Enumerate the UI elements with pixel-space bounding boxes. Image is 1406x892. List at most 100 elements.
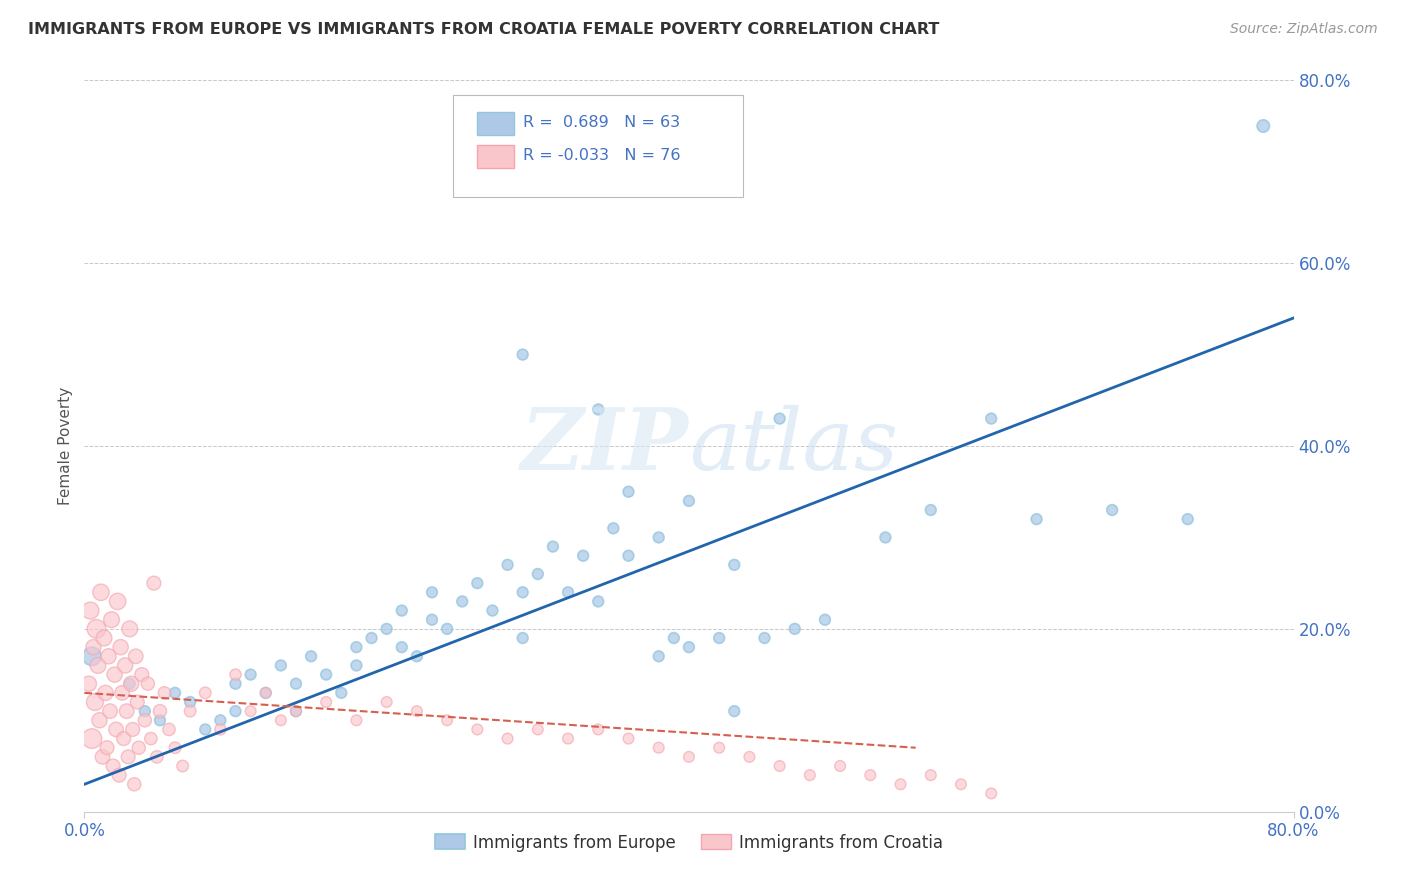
Point [114, 658, 136, 673]
Point [512, 585, 534, 599]
Point [436, 714, 458, 728]
Point [128, 740, 150, 755]
Point [131, 667, 153, 681]
Point [588, 723, 610, 737]
Point [920, 503, 942, 517]
Point [122, 777, 145, 791]
Point [98, 704, 121, 718]
Point [875, 530, 897, 544]
Point [1253, 119, 1275, 133]
Point [101, 759, 124, 773]
Point [209, 714, 232, 728]
Point [496, 731, 519, 746]
Point [830, 759, 852, 773]
Point [512, 347, 534, 362]
Point [125, 649, 148, 664]
Point [420, 613, 443, 627]
Point [270, 658, 292, 673]
Point [136, 676, 159, 690]
Point [330, 686, 353, 700]
Point [127, 695, 149, 709]
Point [769, 411, 792, 425]
Point [723, 558, 745, 572]
Point [121, 723, 143, 737]
Point [588, 594, 610, 608]
Point [153, 686, 176, 700]
Point [77, 676, 100, 690]
Bar [478, 112, 513, 136]
Point [588, 402, 610, 417]
Point [86, 622, 108, 636]
Point [149, 704, 172, 718]
Text: atlas: atlas [689, 405, 898, 487]
Point [375, 695, 398, 709]
Point [527, 723, 550, 737]
Point [146, 749, 169, 764]
Point [149, 714, 172, 728]
Point [134, 704, 156, 718]
Point [346, 640, 368, 655]
Point [617, 549, 640, 563]
Point [82, 640, 104, 655]
Point [87, 658, 110, 673]
Point [118, 676, 141, 690]
Point [97, 649, 120, 664]
Point [451, 594, 474, 608]
Point [80, 731, 103, 746]
Point [617, 731, 640, 746]
Point [678, 494, 700, 508]
Point [165, 740, 187, 755]
Point [678, 640, 700, 655]
Point [80, 649, 103, 664]
Point [285, 704, 308, 718]
Point [420, 585, 443, 599]
Point [94, 686, 117, 700]
Point [602, 521, 624, 535]
Point [814, 613, 837, 627]
Point [112, 731, 135, 746]
Point [557, 731, 579, 746]
Point [436, 622, 458, 636]
Point [496, 558, 519, 572]
Legend: Immigrants from Europe, Immigrants from Croatia: Immigrants from Europe, Immigrants from … [427, 827, 950, 858]
Point [79, 603, 101, 617]
Point [100, 613, 122, 627]
Point [239, 667, 262, 681]
Point [346, 714, 368, 728]
Point [950, 777, 973, 791]
Bar [478, 145, 513, 168]
Point [980, 411, 1002, 425]
Point [194, 723, 217, 737]
Point [391, 603, 413, 617]
Point [799, 768, 821, 782]
Point [648, 740, 671, 755]
Point [406, 649, 429, 664]
Point [254, 686, 277, 700]
Point [723, 704, 745, 718]
Point [709, 740, 731, 755]
Point [254, 686, 277, 700]
FancyBboxPatch shape [453, 95, 744, 197]
Point [375, 622, 398, 636]
Point [662, 631, 685, 645]
Point [617, 484, 640, 499]
Point [225, 704, 247, 718]
Point [360, 631, 382, 645]
Point [118, 622, 141, 636]
Point [89, 714, 111, 728]
Point [157, 723, 180, 737]
Point [754, 631, 776, 645]
Point [139, 731, 162, 746]
Point [648, 530, 671, 544]
Point [239, 704, 262, 718]
Point [467, 576, 489, 591]
Point [315, 667, 337, 681]
Point [648, 649, 671, 664]
Point [890, 777, 912, 791]
Point [111, 686, 134, 700]
Y-axis label: Female Poverty: Female Poverty [58, 387, 73, 505]
Point [142, 576, 165, 591]
Point [481, 603, 503, 617]
Text: R =  0.689   N = 63: R = 0.689 N = 63 [523, 115, 681, 130]
Point [134, 714, 156, 728]
